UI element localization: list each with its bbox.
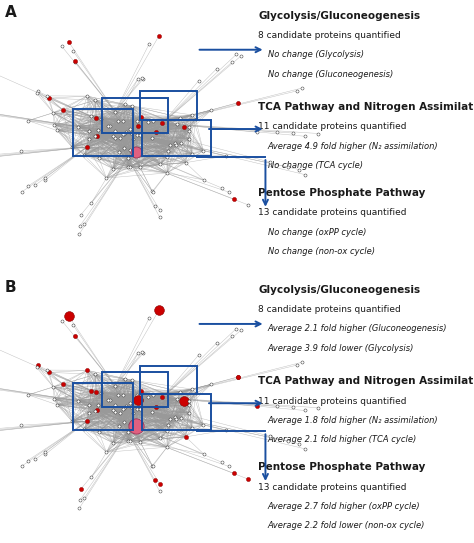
Text: 13 candidate proteins quantified: 13 candidate proteins quantified <box>258 209 407 217</box>
Text: 11 candidate proteins quantified: 11 candidate proteins quantified <box>258 396 407 406</box>
Text: TCA Pathway and Nitrogen Assimilation: TCA Pathway and Nitrogen Assimilation <box>258 102 474 112</box>
Text: Average 3.9 fold lower (Glycolysis): Average 3.9 fold lower (Glycolysis) <box>268 344 414 353</box>
Bar <box>102 372 168 407</box>
Text: No change (non-ox cycle): No change (non-ox cycle) <box>268 247 375 256</box>
Text: B: B <box>5 280 17 295</box>
Text: No change (TCA cycle): No change (TCA cycle) <box>268 161 363 170</box>
Text: Glycolysis/Gluconeogenesis: Glycolysis/Gluconeogenesis <box>258 285 420 295</box>
Bar <box>140 365 197 394</box>
Text: TCA Pathway and Nitrogen Assimilation: TCA Pathway and Nitrogen Assimilation <box>258 376 474 387</box>
Bar <box>102 98 168 133</box>
Text: Pentose Phosphate Pathway: Pentose Phosphate Pathway <box>258 462 426 472</box>
Text: No change (Glycolysis): No change (Glycolysis) <box>268 50 364 59</box>
Text: Glycolysis/Gluconeogenesis: Glycolysis/Gluconeogenesis <box>258 11 420 21</box>
Text: No change (oxPP cycle): No change (oxPP cycle) <box>268 228 366 237</box>
Text: 8 candidate proteins quantified: 8 candidate proteins quantified <box>258 305 401 314</box>
Text: Average 1.8 fold higher (N₂ assimilation): Average 1.8 fold higher (N₂ assimilation… <box>268 416 438 425</box>
Text: 11 candidate proteins quantified: 11 candidate proteins quantified <box>258 122 407 131</box>
Bar <box>73 109 133 156</box>
Text: 13 candidate proteins quantified: 13 candidate proteins quantified <box>258 483 407 491</box>
Text: Average 2.2 fold lower (non-ox cycle): Average 2.2 fold lower (non-ox cycle) <box>268 521 425 530</box>
Text: Average 2.7 fold higher (oxPP cycle): Average 2.7 fold higher (oxPP cycle) <box>268 502 420 511</box>
Text: No change (Gluconeogenesis): No change (Gluconeogenesis) <box>268 70 393 79</box>
Text: A: A <box>5 5 17 21</box>
Bar <box>142 119 211 156</box>
Text: Average 4.9 fold higher (N₂ assimilation): Average 4.9 fold higher (N₂ assimilation… <box>268 142 438 150</box>
Text: 8 candidate proteins quantified: 8 candidate proteins quantified <box>258 31 401 40</box>
Text: Average 2.1 fold higher (Gluconeogenesis): Average 2.1 fold higher (Gluconeogenesis… <box>268 325 447 333</box>
Bar <box>73 383 133 430</box>
Text: Pentose Phosphate Pathway: Pentose Phosphate Pathway <box>258 188 426 198</box>
Text: Average 2.1 fold higher (TCA cycle): Average 2.1 fold higher (TCA cycle) <box>268 435 417 444</box>
Bar <box>142 394 211 430</box>
Bar <box>140 91 197 119</box>
